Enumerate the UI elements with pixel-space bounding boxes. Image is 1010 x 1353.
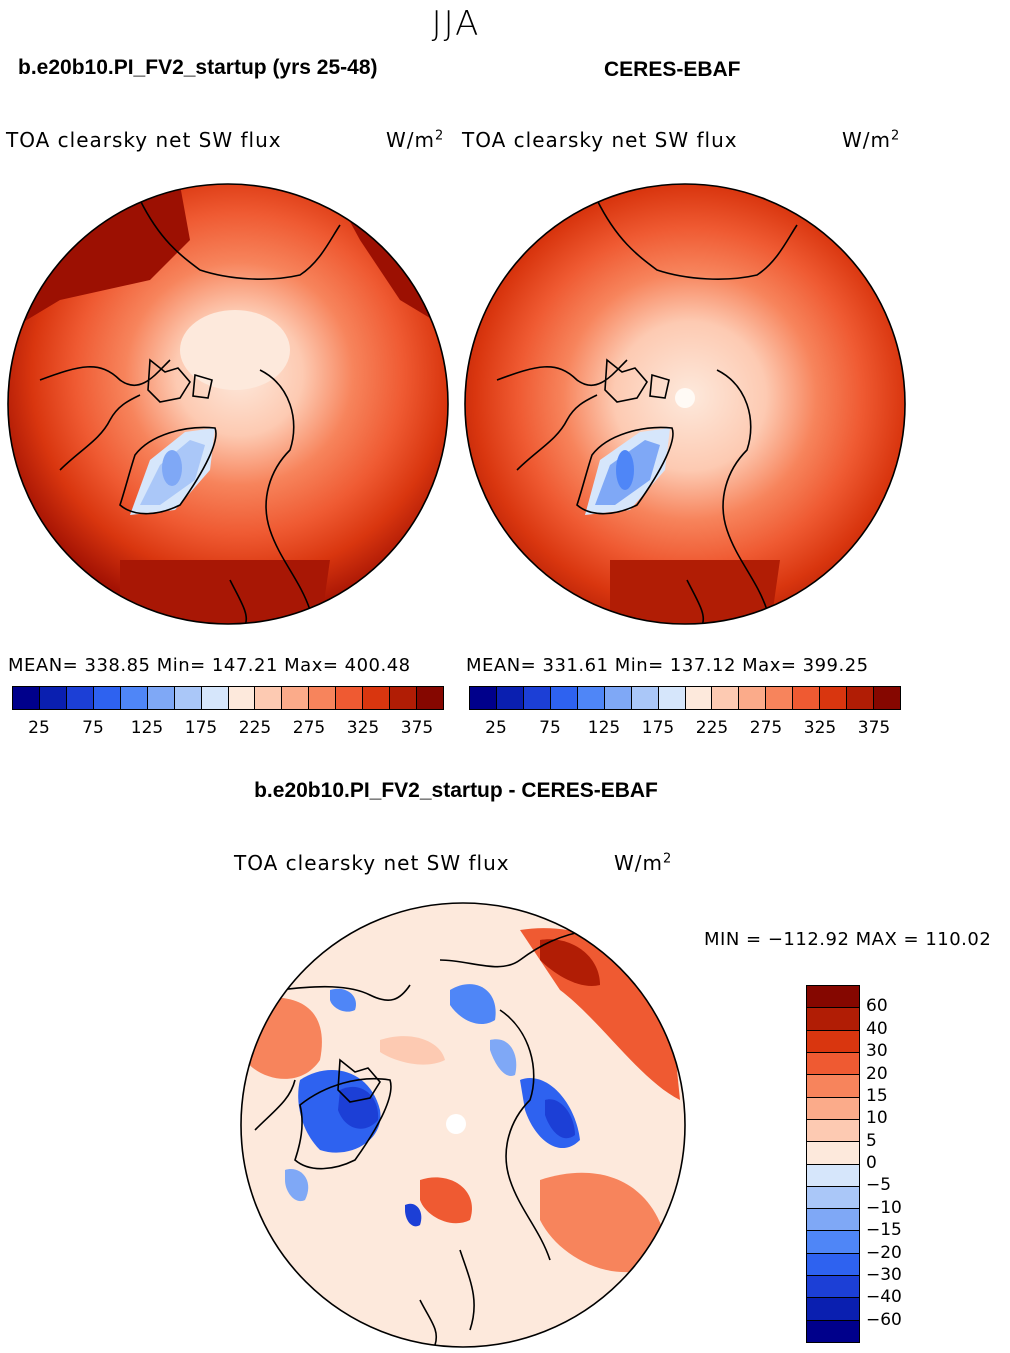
colorbar-tick-label: 10: [866, 1108, 888, 1129]
colorbar-swatch: [470, 687, 497, 709]
colorbar-swatch: [685, 687, 713, 709]
colorbar-swatch: [228, 687, 256, 709]
map-panel-1: [8, 184, 448, 624]
colorbar-tick-label: 20: [866, 1063, 888, 1084]
colorbar-swatch: [712, 687, 740, 709]
colorbar-swatch: [13, 687, 40, 709]
colorbar-swatch: [766, 687, 794, 709]
colorbar-panel-2: [469, 686, 901, 710]
diff-variable: TOA clearsky net SW flux: [234, 851, 510, 875]
panel-1-variable: TOA clearsky net SW flux: [6, 128, 282, 152]
colorbar-tick-label: −10: [866, 1197, 902, 1218]
colorbar-swatch: [847, 687, 875, 709]
colorbar-swatch: [577, 687, 605, 709]
colorbar-tick-label: 15: [866, 1085, 888, 1106]
colorbar-swatch: [807, 1008, 859, 1031]
colorbar-tick-label: 60: [866, 996, 888, 1017]
colorbar-tick-label: 0: [866, 1153, 877, 1173]
colorbar-swatch: [807, 1052, 859, 1076]
colorbar-tick-label: 375: [400, 718, 434, 738]
colorbar-tick-label: 75: [539, 718, 561, 738]
colorbar-tick-label: 5: [866, 1130, 877, 1151]
colorbar-tick-label: 125: [130, 718, 164, 738]
map-panel-diff: [241, 903, 685, 1347]
colorbar-tick-label: −20: [866, 1242, 902, 1263]
colorbar-swatch: [282, 687, 310, 709]
colorbar-swatch: [39, 687, 67, 709]
season-title: JJA: [431, 4, 481, 44]
colorbar-tick-label: 225: [238, 718, 272, 738]
colorbar-swatch: [631, 687, 659, 709]
colorbar-swatch: [793, 687, 821, 709]
colorbar-swatch: [807, 1075, 859, 1098]
colorbar-tick-label: 275: [749, 718, 783, 738]
colorbar-swatch: [550, 687, 578, 709]
colorbar-swatch: [604, 687, 632, 709]
colorbar-tick-label: 375: [857, 718, 891, 738]
colorbar-swatch: [807, 1209, 859, 1232]
colorbar-swatch: [120, 687, 148, 709]
colorbar-tick-label: 175: [184, 718, 218, 738]
colorbar-tick-label: 175: [641, 718, 675, 738]
colorbar-swatch: [255, 687, 283, 709]
panel-2-stats: MEAN= 331.61 Min= 137.12 Max= 399.25: [466, 655, 869, 676]
colorbar-swatch: [807, 1298, 859, 1321]
colorbar-diff: [806, 985, 860, 1343]
colorbar-swatch: [66, 687, 94, 709]
diff-case-title: b.e20b10.PI_FV2_startup - CERES-EBAF: [254, 779, 658, 802]
panel-2-variable: TOA clearsky net SW flux: [462, 128, 738, 152]
panel-2-case-title: CERES-EBAF: [604, 58, 741, 81]
colorbar-tick-label: −40: [866, 1287, 902, 1308]
map-panel-2: [465, 184, 905, 624]
colorbar-swatch: [807, 1231, 859, 1254]
colorbar-tick-label: −15: [866, 1220, 902, 1241]
colorbar-swatch: [147, 687, 175, 709]
colorbar-swatch: [807, 1164, 859, 1187]
colorbar-swatch: [390, 687, 418, 709]
panel-1-stats: MEAN= 338.85 Min= 147.21 Max= 400.48: [8, 655, 411, 676]
colorbar-swatch: [807, 1276, 859, 1299]
colorbar-tick-label: 325: [346, 718, 380, 738]
colorbar-swatch: [174, 687, 202, 709]
colorbar-swatch: [496, 687, 524, 709]
colorbar-panel-1: [12, 686, 444, 710]
colorbar-tick-label: 40: [866, 1018, 888, 1039]
colorbar-swatch: [820, 687, 848, 709]
colorbar-tick-label: −5: [866, 1175, 892, 1196]
diff-units: W/m2: [614, 851, 673, 875]
diff-stats: MIN = −112.92 MAX = 110.02: [704, 929, 992, 950]
colorbar-swatch: [363, 687, 391, 709]
colorbar-tick-label: 30: [866, 1041, 888, 1062]
colorbar-swatch: [807, 986, 859, 1009]
colorbar-tick-label: 25: [485, 718, 507, 738]
panel-2-units: W/m2: [842, 128, 901, 152]
colorbar-swatch: [201, 687, 229, 709]
colorbar-swatch: [739, 687, 767, 709]
panel-1-case-title: b.e20b10.PI_FV2_startup (yrs 25-48): [18, 56, 378, 79]
colorbar-tick-label: 225: [695, 718, 729, 738]
colorbar-swatch: [807, 1253, 859, 1277]
colorbar-tick-label: 75: [82, 718, 104, 738]
colorbar-swatch: [807, 1119, 859, 1143]
colorbar-swatch: [658, 687, 686, 709]
colorbar-swatch: [807, 1186, 859, 1210]
colorbar-tick-label: 275: [292, 718, 326, 738]
colorbar-tick-label: 325: [803, 718, 837, 738]
colorbar-swatch: [417, 687, 443, 709]
colorbar-swatch: [93, 687, 121, 709]
colorbar-swatch: [874, 687, 900, 709]
colorbar-tick-label: 125: [587, 718, 621, 738]
colorbar-swatch: [807, 1030, 859, 1053]
colorbar-swatch: [336, 687, 364, 709]
colorbar-tick-label: −30: [866, 1264, 902, 1285]
colorbar-swatch: [807, 1097, 859, 1120]
colorbar-swatch: [807, 1142, 859, 1165]
colorbar-swatch: [807, 1320, 859, 1342]
colorbar-swatch: [309, 687, 337, 709]
colorbar-tick-label: 25: [28, 718, 50, 738]
colorbar-tick-label: −60: [866, 1309, 902, 1330]
colorbar-swatch: [523, 687, 551, 709]
panel-1-units: W/m2: [386, 128, 445, 152]
